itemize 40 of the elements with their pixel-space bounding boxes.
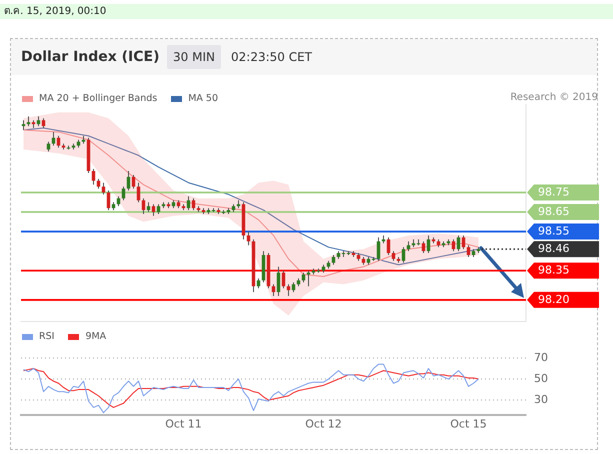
y-tick-label: 98.65	[538, 204, 570, 218]
x-tick-label: Oct 11	[165, 417, 202, 430]
text: ต.ค. 15, 2019, 00:10	[0, 4, 613, 19]
candlestick	[272, 284, 276, 297]
y-tick-label: 98.20	[538, 292, 570, 306]
legend-label: 9MA	[85, 331, 106, 342]
chart-title: Dollar Index (ICE)	[21, 49, 160, 65]
candlestick	[36, 116, 40, 127]
text: Research © 2019	[510, 92, 598, 103]
candlestick	[92, 168, 96, 186]
candlestick	[332, 254, 336, 266]
candlestick	[406, 240, 410, 252]
y-tick-label: 50	[534, 372, 548, 385]
candlestick	[102, 182, 106, 195]
candlestick	[246, 231, 250, 246]
x-tick-label: Oct 15	[450, 417, 487, 430]
y-tick-label: 30	[534, 392, 548, 406]
candlestick	[136, 182, 140, 203]
candlestick	[402, 246, 406, 264]
candlestick	[46, 141, 50, 152]
y-tick-label: 70	[534, 350, 548, 364]
legend-label: MA 20 + Bollinger Bands	[39, 93, 158, 104]
candlestick	[156, 204, 160, 214]
legend-label: RSI	[39, 331, 54, 342]
text: 30 MIN	[167, 45, 221, 69]
y-tick-label: 98.75	[538, 185, 570, 198]
candlestick	[152, 204, 156, 216]
candlestick	[42, 118, 46, 129]
candlestick	[286, 284, 290, 297]
candlestick	[466, 244, 470, 258]
candlestick	[122, 186, 126, 201]
candlestick	[392, 250, 396, 262]
candlestick	[302, 272, 306, 283]
x-tick-label: Oct 12	[305, 417, 342, 430]
y-tick-label: 98.55	[538, 224, 570, 238]
y-tick-label: 98.46	[538, 242, 570, 255]
text: 02:23:50 CET	[231, 49, 312, 66]
legend-label: MA 50	[188, 93, 218, 104]
y-tick-label: 98.35	[538, 263, 570, 276]
candlestick	[146, 202, 150, 213]
